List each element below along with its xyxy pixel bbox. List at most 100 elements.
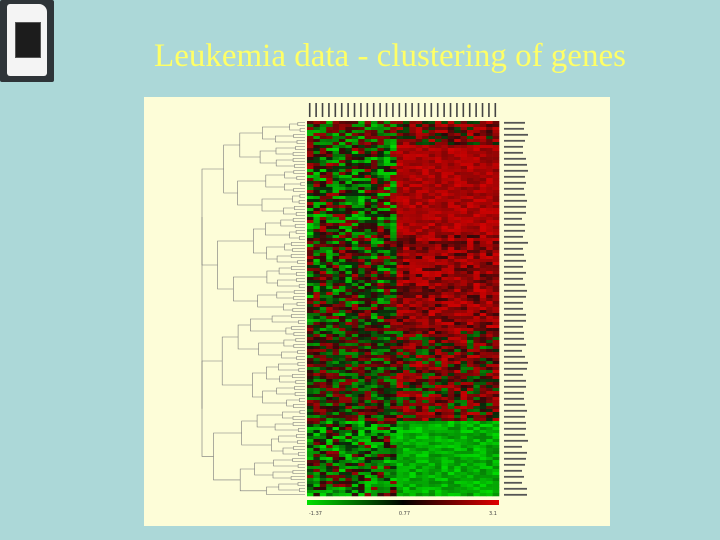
heatmap-cell [364, 346, 372, 350]
heatmap-cell [473, 289, 481, 293]
heatmap-cell [467, 295, 474, 299]
heatmap-cell [454, 346, 461, 350]
heatmap-cell [486, 460, 493, 464]
heatmap-cell [441, 145, 449, 149]
heatmap-cell [332, 445, 340, 449]
heatmap-cell [467, 157, 474, 161]
heatmap-cell [428, 184, 436, 188]
heatmap-cell [479, 376, 487, 380]
row-label [504, 301, 523, 304]
heatmap-cell [307, 121, 314, 125]
heatmap-cell [486, 169, 493, 173]
heatmap-cell [319, 427, 327, 431]
heatmap-cell [460, 253, 468, 257]
column-label [481, 103, 484, 117]
heatmap-cell [447, 328, 455, 332]
heatmap-cell [313, 199, 321, 203]
heatmap-cell [479, 469, 487, 473]
heatmap-cell [479, 370, 487, 374]
heatmap-cell [383, 400, 391, 404]
heatmap-cell [319, 379, 327, 383]
heatmap-cell [326, 364, 333, 368]
heatmap-cell [479, 466, 487, 470]
heatmap-cell [467, 142, 474, 146]
heatmap-cell [358, 481, 365, 485]
heatmap-cell [351, 127, 359, 131]
heatmap-cell [364, 184, 372, 188]
heatmap-cell [415, 304, 423, 308]
heatmap-cell [435, 346, 442, 350]
heatmap-cell [454, 487, 461, 491]
heatmap-cell [307, 244, 314, 248]
heatmap-cell [473, 439, 481, 443]
heatmap-cell [447, 451, 455, 455]
heatmap-cell [351, 190, 359, 194]
heatmap-cell [403, 142, 410, 146]
heatmap-cell [479, 478, 487, 482]
heatmap-cell [492, 436, 500, 440]
heatmap-cell [307, 178, 314, 182]
heatmap-cell [415, 412, 423, 416]
heatmap-cell [447, 481, 455, 485]
heatmap-cell [454, 157, 461, 161]
heatmap-cell [313, 214, 321, 218]
heatmap-cell [403, 265, 410, 269]
heatmap-cell [441, 478, 449, 482]
dendrogram-branch [258, 342, 284, 356]
heatmap-cell [390, 328, 397, 332]
heatmap-cell [390, 277, 397, 281]
heatmap-cell [326, 340, 333, 344]
heatmap-cell [479, 382, 487, 386]
heatmap-cell [396, 481, 404, 485]
heatmap-cell [371, 145, 378, 149]
heatmap-cell [415, 382, 423, 386]
heatmap-cell [435, 274, 442, 278]
heatmap-cell [307, 373, 314, 377]
heatmap-cell [332, 151, 340, 155]
heatmap-cell [454, 301, 461, 305]
dendrogram-branch [294, 164, 305, 168]
heatmap-cell [364, 406, 372, 410]
heatmap-cell [428, 274, 436, 278]
heatmap-cell [377, 121, 385, 125]
heatmap-cell [345, 442, 353, 446]
heatmap-cell [486, 313, 493, 317]
heatmap-cell [332, 352, 340, 356]
heatmap-cell [351, 193, 359, 197]
heatmap-cell [447, 454, 455, 458]
heatmap-cell [492, 466, 500, 470]
heatmap-cell [435, 127, 442, 131]
heatmap-cell [383, 217, 391, 221]
heatmap-cell [364, 253, 372, 257]
heatmap-cell [435, 145, 442, 149]
heatmap-cell [358, 397, 365, 401]
heatmap-cell [345, 196, 353, 200]
heatmap-cell [460, 148, 468, 152]
heatmap-cell [467, 193, 474, 197]
heatmap-cell [326, 319, 333, 323]
heatmap-cell [403, 169, 410, 173]
heatmap-cell [422, 472, 429, 476]
heatmap-cell [371, 418, 378, 422]
heatmap-cell [326, 139, 333, 143]
heatmap-cell [345, 466, 353, 470]
heatmap-cell [467, 472, 474, 476]
heatmap-cell [428, 214, 436, 218]
heatmap-cell [377, 340, 385, 344]
heatmap-cell [371, 160, 378, 164]
heatmap-cell [473, 133, 481, 137]
heatmap-cell [390, 280, 397, 284]
heatmap-cell [486, 331, 493, 335]
heatmap-cell [479, 322, 487, 326]
heatmap-cell [403, 145, 410, 149]
heatmap-cell [371, 226, 378, 230]
heatmap-cell [460, 424, 468, 428]
heatmap-cell [390, 133, 397, 137]
heatmap-cell [339, 316, 346, 320]
dendrogram-branch [293, 170, 305, 174]
heatmap-cell [313, 382, 321, 386]
heatmap-cell [454, 307, 461, 311]
heatmap-cell [383, 145, 391, 149]
heatmap-cell [345, 265, 353, 269]
heatmap-cell [479, 196, 487, 200]
